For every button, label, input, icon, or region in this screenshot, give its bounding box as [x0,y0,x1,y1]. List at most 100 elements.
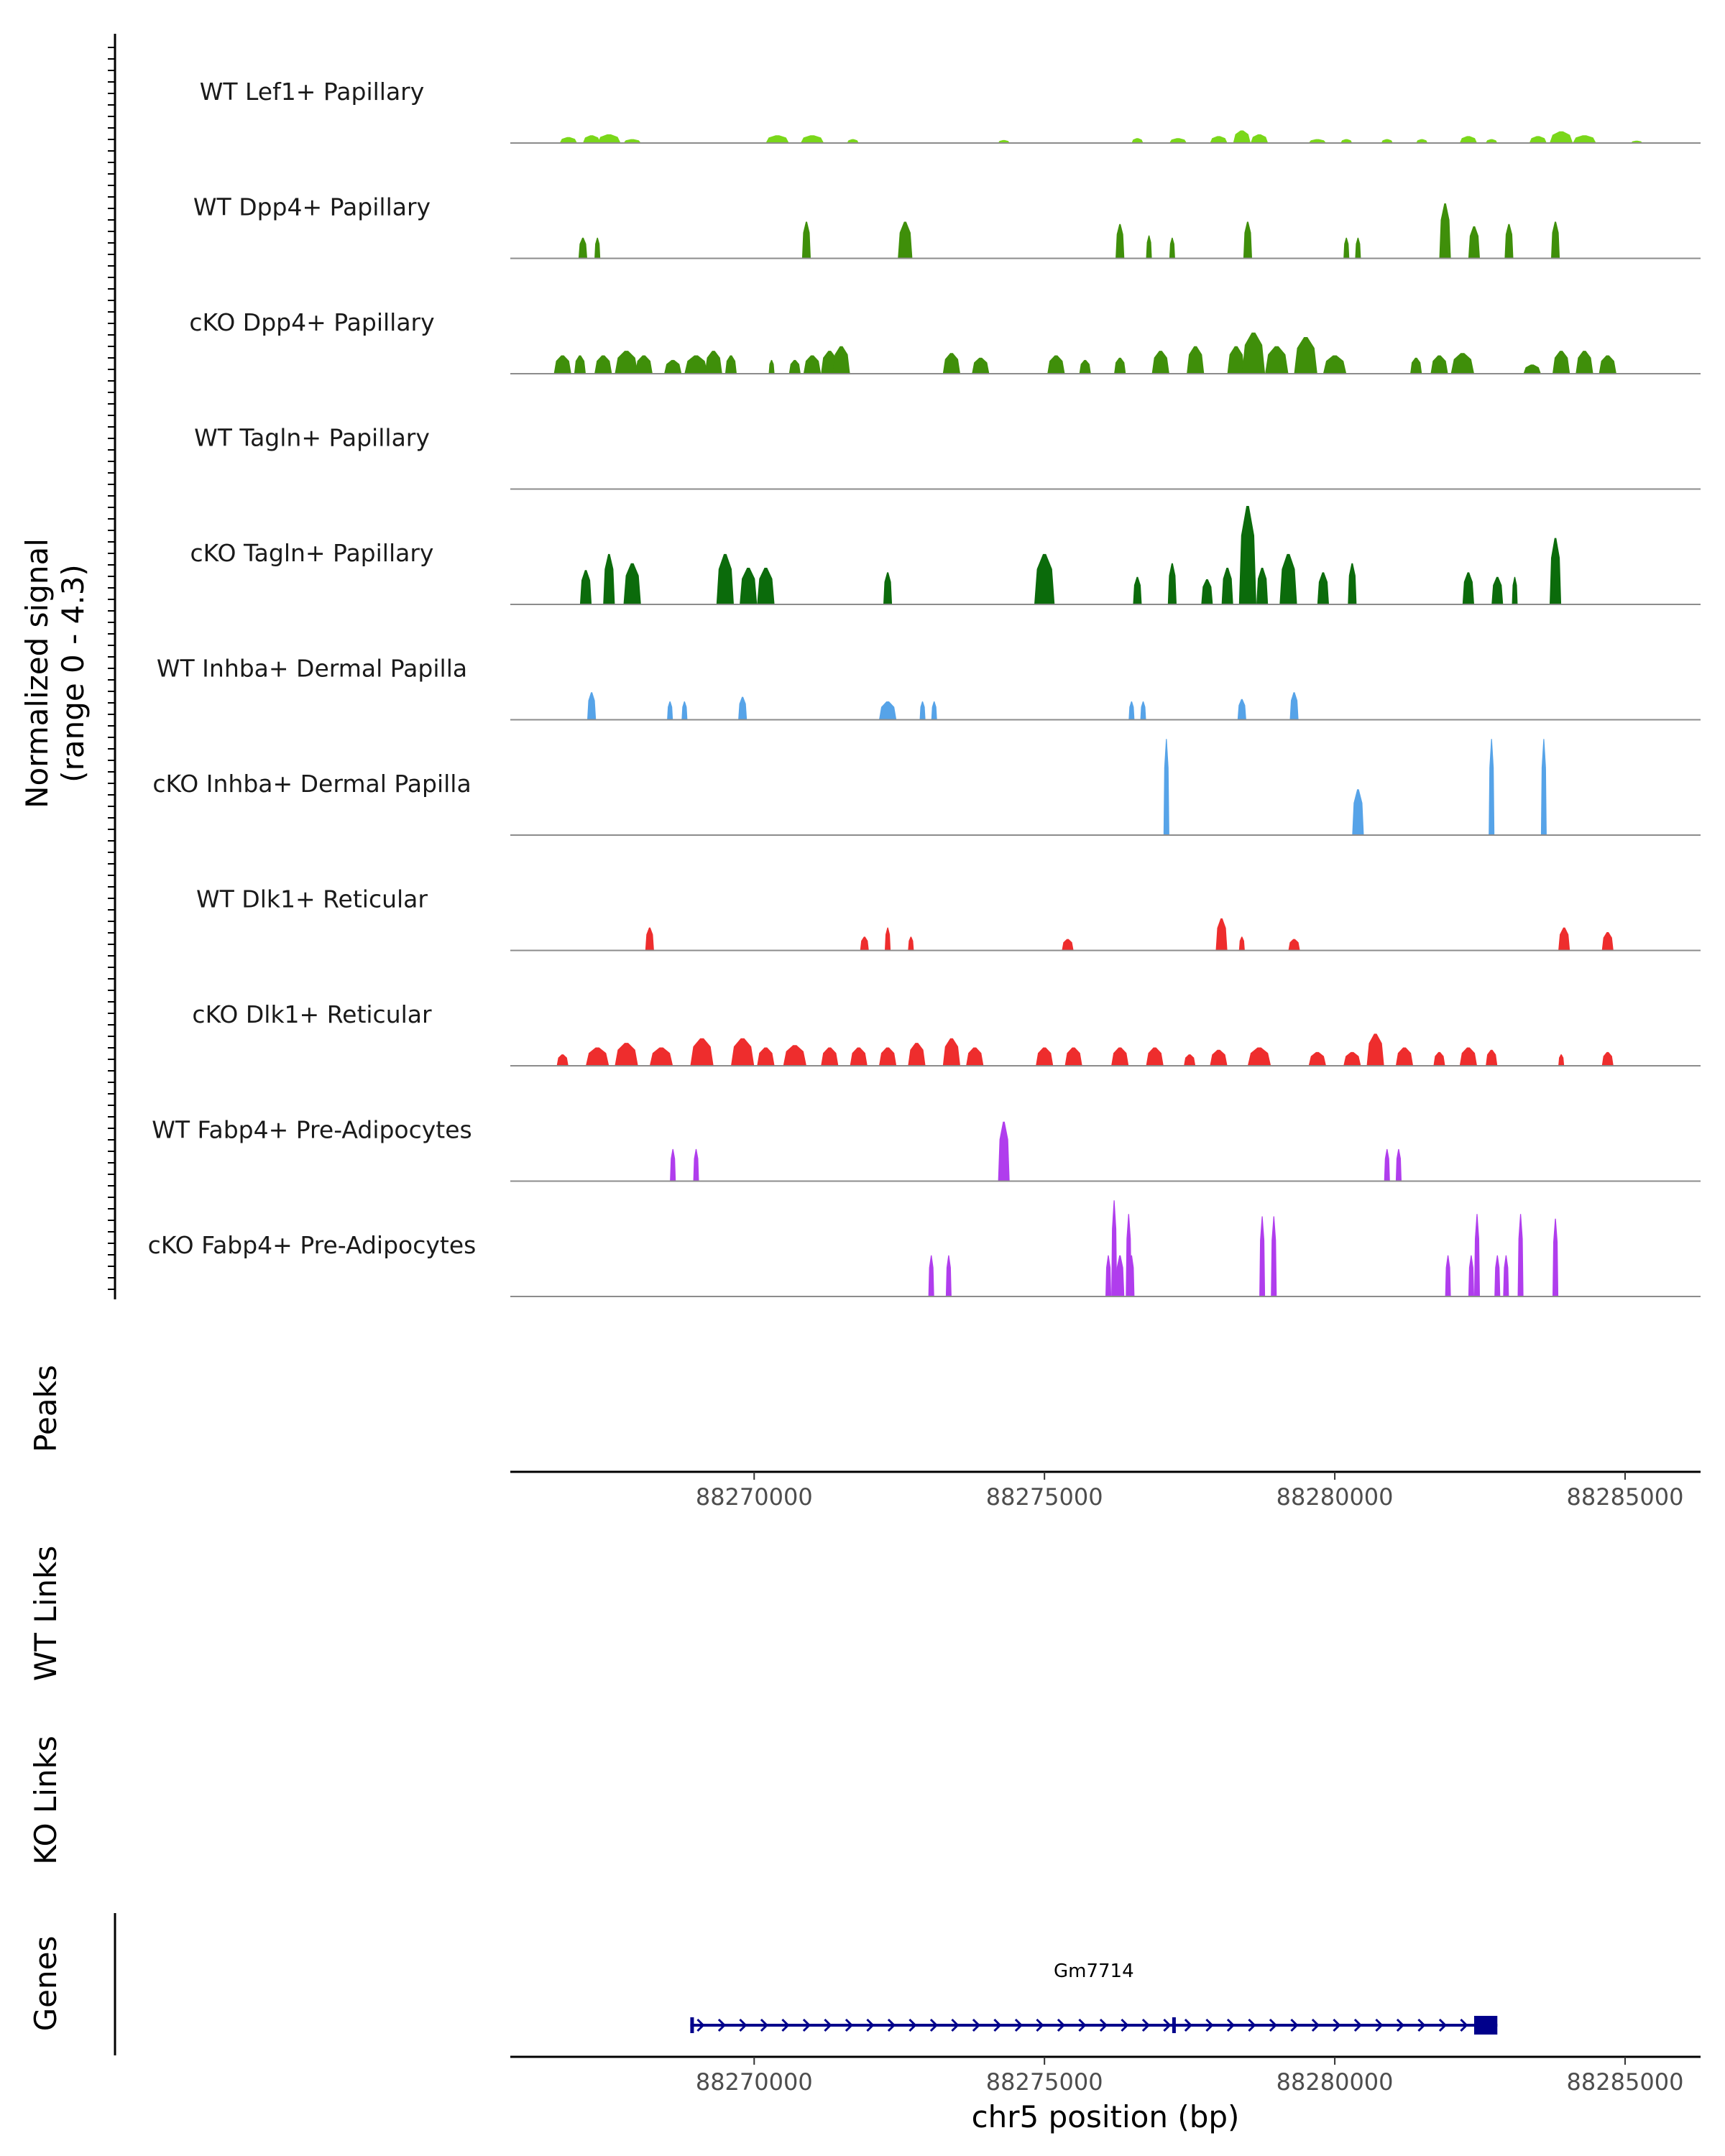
gene-strand-arrow [1311,2018,1320,2032]
gene-strand-arrow [781,2018,790,2032]
coverage-peak [1558,927,1570,951]
coverage-peak [574,355,586,374]
coverage-peak [1146,1047,1164,1066]
track-2: WT Dpp4+ Papillary [193,193,1701,259]
coverage-peak [945,1255,952,1296]
coverage-peak [1259,1216,1266,1296]
coverage-peak [1550,538,1562,604]
coverage-peak [879,701,897,720]
x-tick-label: 88270000 [696,2068,813,2096]
coverage-peak [690,1038,714,1066]
coverage-peak [1576,351,1593,374]
coverage-peak [1271,1216,1277,1296]
coverage-peak [1308,139,1326,143]
coverage-peak [898,221,913,259]
coverage-peak [1486,139,1498,143]
coverage-peak [1439,203,1451,259]
gene-name-label: Gm7714 [1054,1961,1134,1982]
coverage-peak [1468,1255,1474,1296]
coverage-peak [1151,351,1169,374]
track-label: cKO Inhba+ Dermal Papilla [152,770,471,798]
coverage-peak [1128,701,1135,720]
coverage-peak [1210,1049,1228,1066]
coverage-peak [757,568,775,604]
coverage-peak [768,359,775,374]
wt-links-panel-label: WT Links [28,1546,63,1681]
coverage-peak [1494,1255,1501,1296]
gene-strand-arrow [993,2018,1002,2032]
track-label: WT Dlk1+ Reticular [196,885,428,913]
coverage-peak [623,563,641,604]
coverage-peak [670,1148,676,1181]
coverage-peak [1215,918,1228,951]
track-label: cKO Dlk1+ Reticular [192,1000,432,1028]
coverage-peak [800,135,824,143]
gene-strand-arrow [760,2018,769,2032]
coverage-peak [1551,221,1560,259]
coverage-peak [1034,553,1055,604]
track-label: WT Tagln+ Papillary [194,424,430,452]
coverage-peak [1552,1218,1559,1296]
coverage-peak [1503,1255,1509,1296]
gene-strand-arrow [1353,2018,1363,2032]
gene-strand-arrow [866,2018,875,2032]
gene-strand-arrow [951,2018,960,2032]
coverage-peak [586,1047,610,1066]
coverage-peak [832,346,850,374]
coverage-peak [1237,699,1246,720]
gene-strand-arrow [824,2018,832,2032]
coverage-peak [1489,739,1495,835]
track-label: WT Dpp4+ Papillary [193,193,431,221]
coverage-peak [1433,1051,1445,1066]
coverage-peak [597,134,621,143]
coverage-peak [1598,355,1616,374]
coverage-peak [1256,568,1269,604]
genes-x-axis-ticks: 88270000 88275000 88280000 88285000 [696,2057,1683,2096]
coverage-peak [684,355,708,374]
gene-strand-arrow [929,2018,939,2032]
coverage-peak [556,1054,569,1066]
coverage-peak [821,1047,839,1066]
gene-strand-arrow [1036,2018,1044,2032]
signal-axis [108,34,116,1299]
coverage-peak [998,139,1010,143]
coverage-peak [1247,1047,1271,1066]
x-tick-label: 88270000 [696,1483,813,1511]
coverage-peak [1410,357,1422,374]
coverage-peak [1601,1051,1614,1066]
track-6: WT Inhba+ Dermal Papilla [157,655,1701,721]
coverage-peak [1459,136,1477,143]
coverage-tracks: WT Lef1+ Papillary WT Dpp4+ Papillary cKO … [148,78,1701,1297]
coverage-peak [583,135,601,143]
genes-panel-label: Genes [28,1936,63,2032]
coverage-peak [1064,1047,1082,1066]
coverage-peak [731,1038,755,1066]
gene-strand-arrow [1269,2018,1278,2032]
coverage-peak [1395,1148,1402,1181]
coverage-peak [693,1148,699,1181]
coverage-peak [1558,1054,1565,1066]
coverage-peak [1140,701,1146,720]
coverage-peak [1529,136,1547,143]
x-tick-label: 88280000 [1276,2068,1394,2096]
gene-strand-arrow [1333,2018,1341,2032]
coverage-peak [724,355,737,374]
coverage-peak [972,357,990,374]
coverage-peak [587,692,597,720]
coverage-peak [783,1045,806,1066]
coverage-peak [1416,139,1428,143]
coverage-peak [1187,346,1205,374]
coverage-peak [1114,357,1126,374]
gene-strand-arrow [1014,2018,1024,2032]
gene-strand-arrow [1290,2018,1299,2032]
coverage-peak [1322,355,1347,374]
gene-strand-arrow [1417,2018,1426,2032]
coverage-peak [1169,237,1175,259]
gene-strand-arrow [1205,2018,1214,2032]
coverage-peak [559,137,577,143]
coverage-peak [860,936,869,951]
coverage-peak [635,355,653,374]
gene-strand-arrow [1163,2018,1172,2032]
